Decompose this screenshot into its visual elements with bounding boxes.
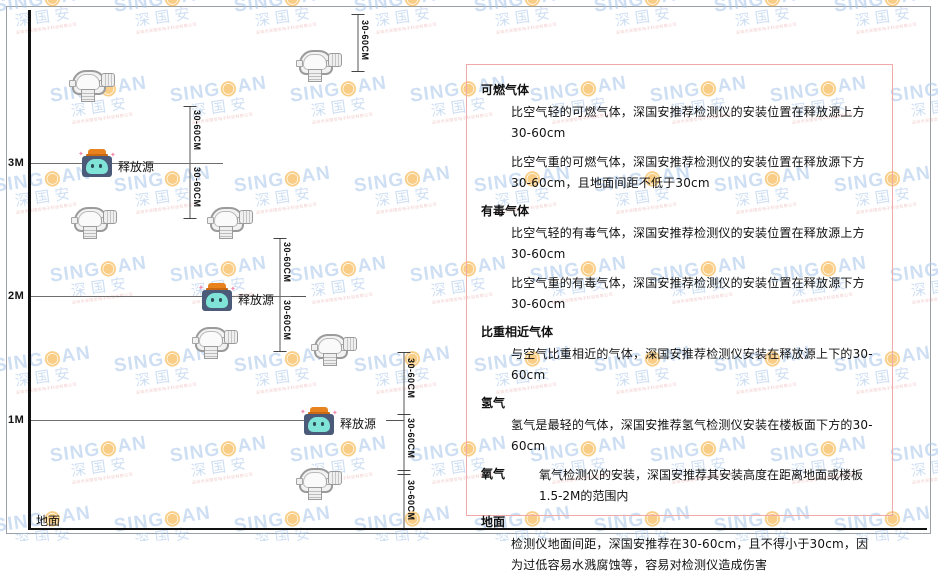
guidance-section: 氢气 氢气是最轻的气体，深国安推荐氢气检测仪安装在楼板面下方的30-60cm (481, 394, 878, 457)
dimension-spine (279, 238, 281, 352)
level-label-3m: 3M (8, 157, 25, 169)
guidance-section: 可燃气体比空气轻的可燃气体，深国安推荐检测仪的安装位置在释放源上方30-60cm… (481, 81, 878, 194)
guidance-panel: 可燃气体比空气轻的可燃气体，深国安推荐检测仪的安装位置在释放源上方30-60cm… (466, 64, 893, 572)
dimension-tick (397, 470, 411, 471)
guidance-section-text: 氧气检测仪的安装，深国安推荐其安装高度在距离地面或楼板1.5-2M的范围内 (539, 468, 864, 503)
gas-detector-icon (296, 48, 342, 82)
ground-baseline (28, 528, 927, 530)
guidance-section-text: 比空气轻的可燃气体，深国安推荐检测仪的安装位置在释放源上方30-60cm (511, 105, 865, 140)
dimension-tick (183, 106, 197, 107)
release-source-leader (286, 296, 306, 297)
dimension-label: 30-60CM (192, 167, 202, 208)
guidance-section: 氧气 氧气检测仪的安装，深国安推荐其安装高度在距离地面或楼板1.5-2M的范围内 (481, 465, 878, 507)
dimension-tick (273, 238, 287, 239)
level-line-2m (31, 296, 291, 297)
dimension-tick (183, 218, 197, 219)
dimension-spine (189, 106, 191, 219)
gas-detector-icon (69, 68, 115, 102)
ground-label: 地面 (36, 514, 61, 528)
guidance-section-heading: 比重相近气体 (481, 325, 554, 339)
dimension-tick (397, 474, 411, 475)
vertical-axis (28, 10, 31, 530)
release-source-leader (386, 420, 404, 421)
dimension-stack-middle: 30-60CM 30-60CM (272, 238, 292, 352)
guidance-section: 比重相近气体与空气比重相近的气体，深国安推荐检测仪安装在释放源上下的30-60c… (481, 323, 878, 386)
level-label-2m: 2M (8, 290, 25, 302)
guidance-section-heading: 氢气 (481, 396, 506, 410)
gas-detector-icon (311, 332, 357, 366)
level-line-1m (31, 420, 327, 421)
guidance-section-heading: 地面 (481, 515, 506, 529)
gas-detector-icon (207, 205, 253, 239)
dimension-spine (357, 14, 359, 72)
dimension-tick (351, 14, 365, 15)
guidance-section-text: 氢气是最轻的气体，深国安推荐氢气检测仪安装在楼板面下方的30-60cm (511, 418, 873, 453)
guidance-section-heading: 氧气 (481, 467, 506, 481)
dimension-tick (397, 352, 411, 353)
outer-frame (6, 6, 931, 534)
dimension-stack-lower-right: 30-60CM 30-60CM 30-60CM (396, 352, 416, 528)
guidance-section-text: 与空气比重相近的气体，深国安推荐检测仪安装在释放源上下的30-60cm (511, 347, 873, 382)
dimension-label: 30-60CM (282, 300, 292, 341)
guidance-section: 地面 检测仪地面间距，深国安推荐在30-60cm，且不得小于30cm，因为过低容易… (481, 513, 878, 576)
level-line-3m (31, 163, 223, 164)
release-source-label: 释放源 (340, 417, 377, 431)
dimension-label: 30-60CM (192, 110, 202, 151)
gas-detector-icon (296, 466, 342, 500)
dimension-spine (403, 352, 405, 528)
release-source-icon: ✦ ✦ (300, 406, 338, 436)
gas-detector-icon (71, 205, 117, 239)
guidance-section: 有毒气体比空气轻的有毒气体，深国安推荐检测仪的安装位置在释放源上方30-60cm… (481, 202, 878, 315)
release-source-icon: ✦ ✦ (78, 148, 116, 178)
guidance-section-text: 比空气重的可燃气体，深国安推荐检测仪的安装位置在释放源下方30-60cm，且地面… (511, 155, 865, 190)
dimension-label: 30-60CM (282, 242, 292, 283)
dimension-label: 30-60CM (406, 418, 416, 459)
guidance-section-text: 比空气重的有毒气体，深国安推荐检测仪的安装位置在释放源下方30-60cm (511, 276, 865, 311)
dimension-stack-top-center: 30-60CM (350, 14, 370, 72)
dimension-label: 30-60CM (406, 358, 416, 399)
dimension-tick (351, 71, 365, 72)
dimension-label: 30-60CM (360, 20, 370, 61)
guidance-section-text: 检测仪地面间距，深国安推荐在30-60cm，且不得小于30cm，因为过低容易水溅… (511, 537, 869, 572)
level-label-1m: 1M (8, 414, 25, 426)
dimension-label: 30-60CM (406, 480, 416, 521)
release-source-icon: ✦ ✦ (198, 282, 236, 312)
dimension-tick (273, 351, 287, 352)
guidance-section-heading: 有毒气体 (481, 204, 530, 218)
dimension-tick (397, 414, 411, 415)
guidance-section-text: 比空气轻的有毒气体，深国安推荐检测仪的安装位置在释放源上方30-60cm (511, 226, 865, 261)
release-source-label: 释放源 (238, 293, 275, 307)
release-source-label: 释放源 (118, 160, 155, 174)
guidance-section-heading: 可燃气体 (481, 83, 530, 97)
gas-detector-icon (192, 325, 238, 359)
